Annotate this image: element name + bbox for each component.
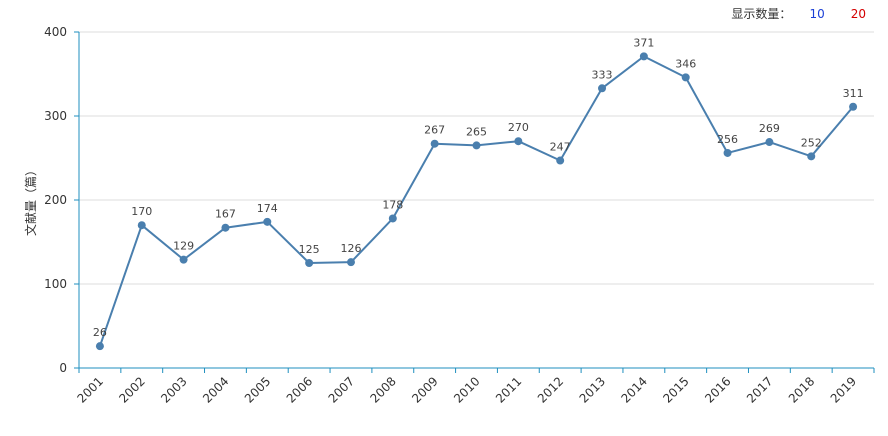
x-tick-label: 2009: [409, 374, 440, 405]
data-point[interactable]: [137, 221, 146, 230]
series-layer: [95, 52, 858, 351]
data-point[interactable]: [430, 139, 439, 148]
data-point[interactable]: [95, 342, 104, 351]
x-tick-label: 2011: [493, 374, 524, 405]
x-tick-label: 2013: [577, 374, 608, 405]
y-axis-title: 文献量（篇）: [23, 164, 38, 236]
data-point[interactable]: [723, 148, 732, 157]
data-label: 247: [550, 141, 571, 154]
data-point[interactable]: [681, 73, 690, 82]
y-tick-label: 0: [59, 361, 67, 375]
data-point[interactable]: [556, 156, 565, 165]
grid-lines: [79, 31, 874, 285]
y-tick-label: 400: [44, 25, 67, 39]
data-point[interactable]: [305, 259, 314, 267]
y-tick-label: 100: [44, 277, 67, 291]
data-point[interactable]: [849, 102, 858, 111]
labels-layer: 26 170 129 167 174 125 126 178 267 265 270 247 333 37…: [93, 36, 864, 339]
data-label: 174: [257, 202, 278, 215]
x-tick-label: 2014: [618, 374, 649, 405]
y-tick-label: 300: [44, 109, 67, 123]
data-label: 371: [633, 36, 654, 49]
data-label: 346: [675, 57, 696, 70]
x-tick-label: 2007: [326, 374, 357, 405]
axes: 0 100 200 300 400 2001 2002 2003 2004 2005 2006 200…: [44, 25, 875, 406]
data-point[interactable]: [179, 255, 188, 264]
x-tick-label: 2001: [75, 374, 106, 405]
data-point[interactable]: [221, 223, 230, 232]
data-label: 167: [215, 208, 236, 221]
x-tick-label: 2017: [744, 374, 775, 405]
data-label: 256: [717, 133, 738, 146]
x-tick-label: 2019: [828, 374, 859, 405]
x-tick-label: 2018: [786, 374, 817, 405]
x-tick-label: 2012: [535, 374, 566, 405]
data-point[interactable]: [598, 84, 607, 93]
data-point[interactable]: [472, 141, 481, 150]
series-line: [98, 55, 854, 347]
data-label: 265: [466, 125, 487, 138]
x-tick-label: 2016: [702, 374, 733, 405]
x-tick-label: 2010: [451, 374, 482, 405]
display-count-option-10[interactable]: 10: [809, 6, 825, 21]
data-label: 178: [382, 198, 403, 211]
data-label: 126: [340, 242, 361, 255]
x-tick-label: 2015: [660, 374, 691, 405]
data-point[interactable]: [263, 217, 272, 226]
data-label: 129: [173, 240, 194, 253]
data-label: 26: [93, 326, 107, 339]
data-point[interactable]: [765, 138, 774, 147]
data-point[interactable]: [639, 52, 648, 61]
data-point[interactable]: [514, 137, 523, 146]
display-count-control: 显示数量： 10 20: [731, 5, 870, 22]
y-tick-label: 200: [44, 193, 67, 207]
data-label: 125: [299, 243, 320, 256]
x-tick-label: 2006: [284, 374, 315, 405]
display-count-label: 显示数量：: [731, 7, 792, 21]
x-tick-label: 2002: [116, 374, 147, 405]
data-label: 267: [424, 124, 445, 137]
display-count-option-20[interactable]: 20: [850, 6, 866, 21]
data-label: 269: [759, 122, 780, 135]
x-tick-label: 2003: [158, 374, 189, 405]
data-point[interactable]: [346, 258, 355, 267]
data-point[interactable]: [807, 152, 816, 161]
x-tick-label: 2005: [242, 374, 273, 405]
x-tick-label: 2004: [200, 374, 231, 405]
data-label: 311: [843, 87, 864, 100]
data-label: 252: [801, 136, 822, 149]
data-point[interactable]: [388, 214, 397, 223]
data-label: 170: [131, 205, 152, 218]
data-label: 333: [592, 68, 613, 81]
data-label: 270: [508, 121, 529, 134]
x-tick-label: 2008: [367, 374, 398, 405]
